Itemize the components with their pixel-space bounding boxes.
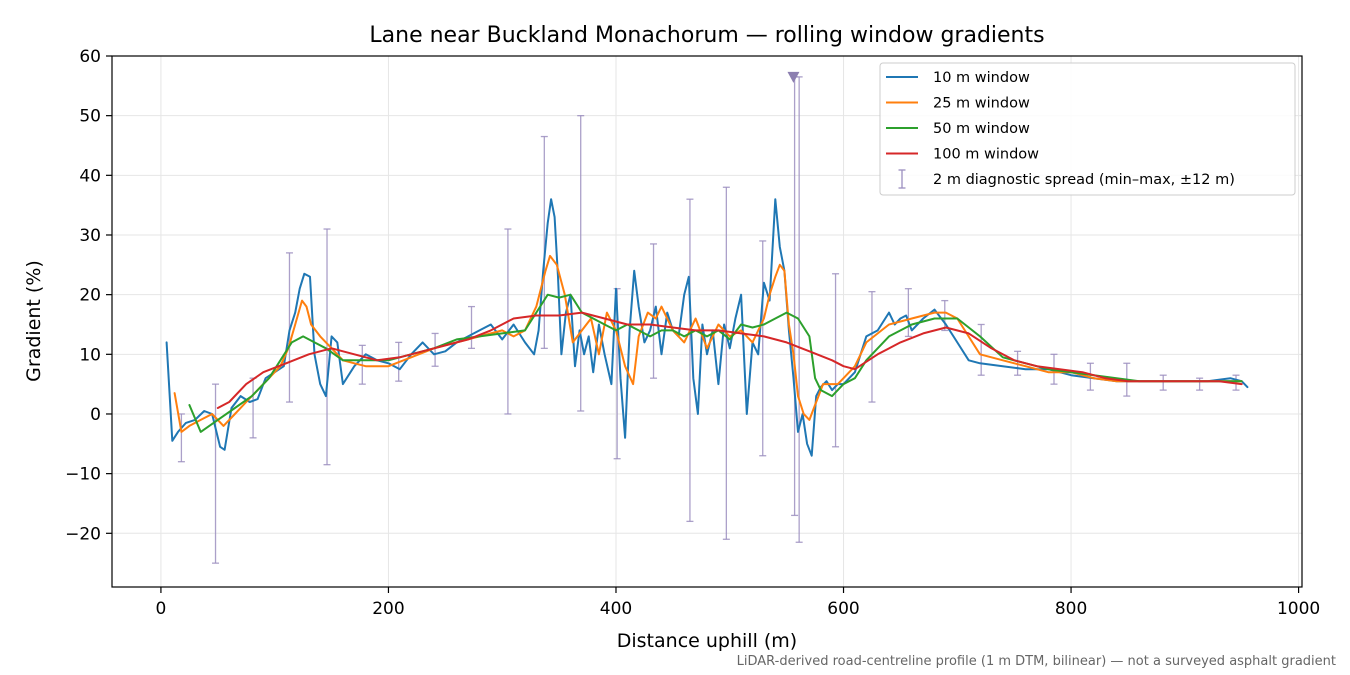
legend-label: 50 m window [933,121,1030,137]
series-line-10-m-window [165,198,1249,457]
y-tick-label: 20 [79,286,101,306]
x-tick-label: 1000 [1277,599,1320,619]
error-bar [577,115,585,412]
y-tick-label: 50 [79,107,101,127]
legend-entry: 2 m diagnostic spread (min–max, ±12 m) [898,169,1235,189]
series-line-25-m-window [173,254,1243,433]
error-bar [431,332,439,367]
y-tick-label: 40 [79,166,101,186]
series-line-50-m-window [188,293,1243,433]
footnote: LiDAR-derived road-centreline profile (1… [737,654,1336,669]
x-axis-label: Distance uphill (m) [617,630,797,652]
error-bar [722,186,730,540]
legend-label: 25 m window [933,96,1030,112]
error-bar [941,299,949,332]
x-tick-label: 400 [600,599,632,619]
x-tick-label: 0 [156,599,167,619]
error-bar [686,198,694,523]
x-tick-label: 600 [827,599,859,619]
x-axis-ticks: 0 200 400 600 800 1000 [156,587,1320,619]
y-tick-label: −10 [65,465,101,485]
error-bar [1159,374,1167,391]
legend-entry: 25 m window [886,96,1030,112]
y-tick-label: 60 [79,47,101,67]
error-bar [795,76,803,543]
legend-entry: 100 m window [886,147,1039,163]
legend-label: 10 m window [933,70,1030,86]
y-tick-label: 0 [90,405,101,425]
error-bar [1196,377,1204,391]
legend-label: 100 m window [933,147,1039,163]
triangle-down-marker [787,71,800,83]
error-bar [323,228,331,466]
x-tick-label: 200 [372,599,404,619]
y-tick-label: 10 [79,345,101,365]
y-axis-ticks: −20 −10 0 10 20 30 40 50 60 [65,47,112,544]
y-axis-label: Gradient (%) [23,260,45,382]
legend-entry: 10 m window [886,70,1030,86]
y-tick-label: 30 [79,226,101,246]
error-bar [468,305,476,349]
error-bars [177,76,1240,564]
y-tick-label: −20 [65,524,101,544]
markers [787,71,800,83]
error-bar [650,243,658,379]
error-bar [904,288,912,338]
error-bar [868,291,876,403]
plot-frame [111,55,1303,588]
chart-title: Lane near Buckland Monachorum — rolling … [369,23,1044,48]
error-bar [212,383,220,564]
legend-entry: 50 m window [886,121,1030,137]
series-line-100-m-window [216,311,1243,409]
series-lines [165,198,1249,457]
legend-box [879,62,1296,196]
error-bar [977,323,985,376]
legend: 10 m window 25 m window 50 m window 100 m w… [879,62,1296,196]
legend-label: 2 m diagnostic spread (min–max, ±12 m) [933,172,1235,188]
x-tick-label: 800 [1055,599,1087,619]
error-bar [759,240,767,457]
error-bar [832,273,840,448]
error-bar [540,135,548,349]
